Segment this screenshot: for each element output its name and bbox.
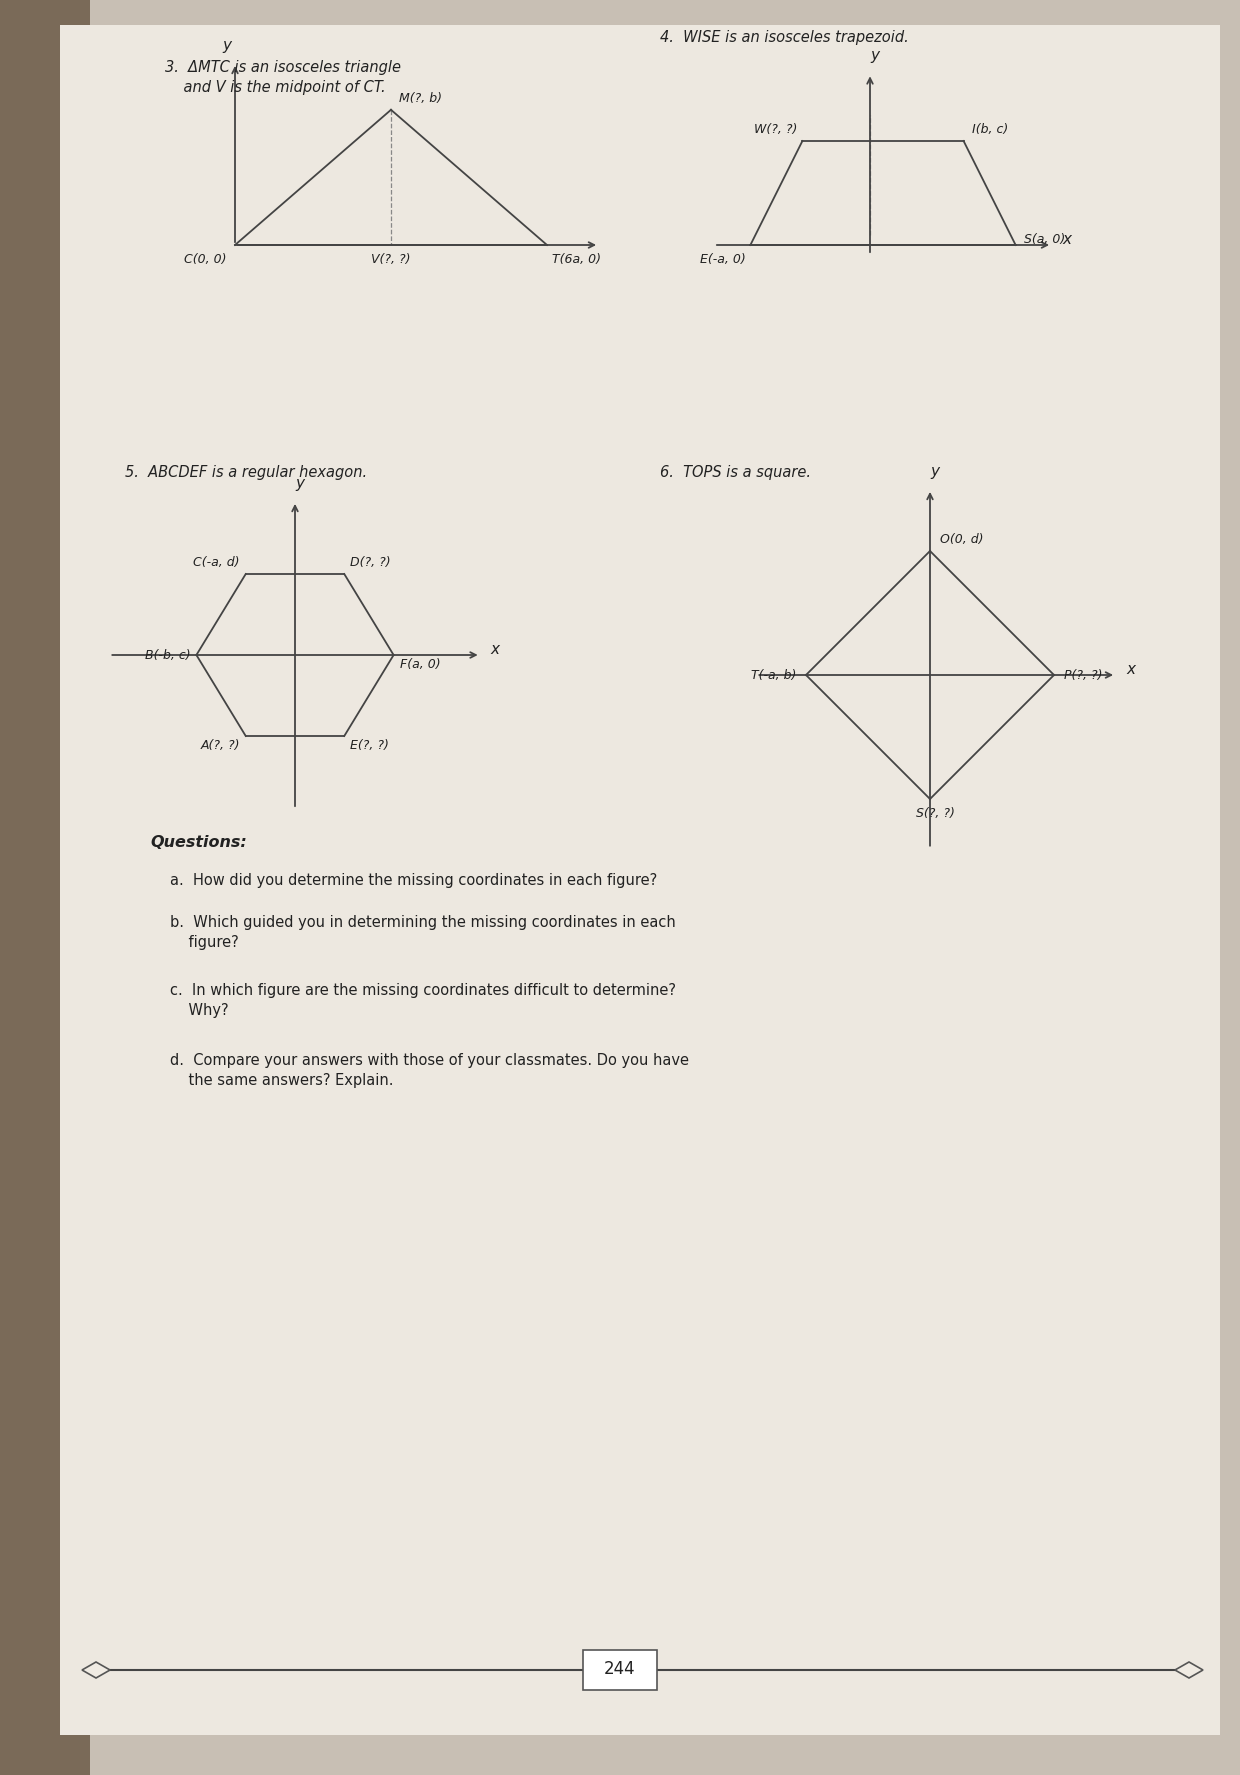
Text: O(0, d): O(0, d) — [940, 532, 983, 547]
Text: B(-b, c): B(-b, c) — [145, 648, 191, 662]
Text: x: x — [491, 643, 500, 657]
Text: 4.  WISE is an isosceles trapezoid.: 4. WISE is an isosceles trapezoid. — [660, 30, 909, 44]
Text: V(?, ?): V(?, ?) — [371, 254, 410, 266]
Text: y: y — [930, 463, 940, 479]
Text: T(6a, 0): T(6a, 0) — [552, 254, 601, 266]
Text: E(?, ?): E(?, ?) — [351, 738, 389, 753]
Text: c.  In which figure are the missing coordinates difficult to determine?
    Why?: c. In which figure are the missing coord… — [170, 983, 676, 1017]
Text: Questions:: Questions: — [150, 834, 247, 850]
Polygon shape — [1176, 1661, 1203, 1677]
Text: y: y — [222, 37, 232, 53]
Polygon shape — [82, 1661, 110, 1677]
FancyBboxPatch shape — [0, 0, 91, 1775]
Text: 6.  TOPS is a square.: 6. TOPS is a square. — [660, 465, 811, 479]
Text: 3.  ΔMTC is an isosceles triangle
    and V is the midpoint of CT.: 3. ΔMTC is an isosceles triangle and V i… — [165, 60, 401, 94]
Text: x: x — [1061, 233, 1071, 247]
Text: W(?, ?): W(?, ?) — [754, 122, 797, 137]
Text: C(-a, d): C(-a, d) — [193, 556, 239, 570]
FancyBboxPatch shape — [583, 1651, 657, 1690]
Text: T(-a, b): T(-a, b) — [750, 669, 796, 682]
Text: S(?, ?): S(?, ?) — [915, 808, 955, 820]
Text: M(?, b): M(?, b) — [399, 92, 441, 105]
Text: b.  Which guided you in determining the missing coordinates in each
    figure?: b. Which guided you in determining the m… — [170, 914, 676, 950]
Text: A(?, ?): A(?, ?) — [200, 738, 239, 753]
Text: 5.  ABCDEF is a regular hexagon.: 5. ABCDEF is a regular hexagon. — [125, 465, 367, 479]
Text: E(-a, 0): E(-a, 0) — [699, 254, 745, 266]
Text: D(?, ?): D(?, ?) — [351, 556, 391, 570]
Text: C(0, 0): C(0, 0) — [185, 254, 227, 266]
Text: a.  How did you determine the missing coordinates in each figure?: a. How did you determine the missing coo… — [170, 873, 657, 888]
Text: I(b, c): I(b, c) — [972, 122, 1008, 137]
Text: x: x — [1126, 662, 1135, 678]
Text: y: y — [870, 48, 879, 64]
FancyBboxPatch shape — [60, 25, 1220, 1734]
Text: y: y — [295, 476, 305, 492]
Text: P(?, ?): P(?, ?) — [1064, 669, 1102, 682]
Text: 244: 244 — [604, 1660, 636, 1677]
Text: d.  Compare your answers with those of your classmates. Do you have
    the same: d. Compare your answers with those of yo… — [170, 1053, 689, 1088]
Text: F(a, 0): F(a, 0) — [399, 659, 440, 671]
Text: S(a, 0): S(a, 0) — [1023, 234, 1065, 247]
